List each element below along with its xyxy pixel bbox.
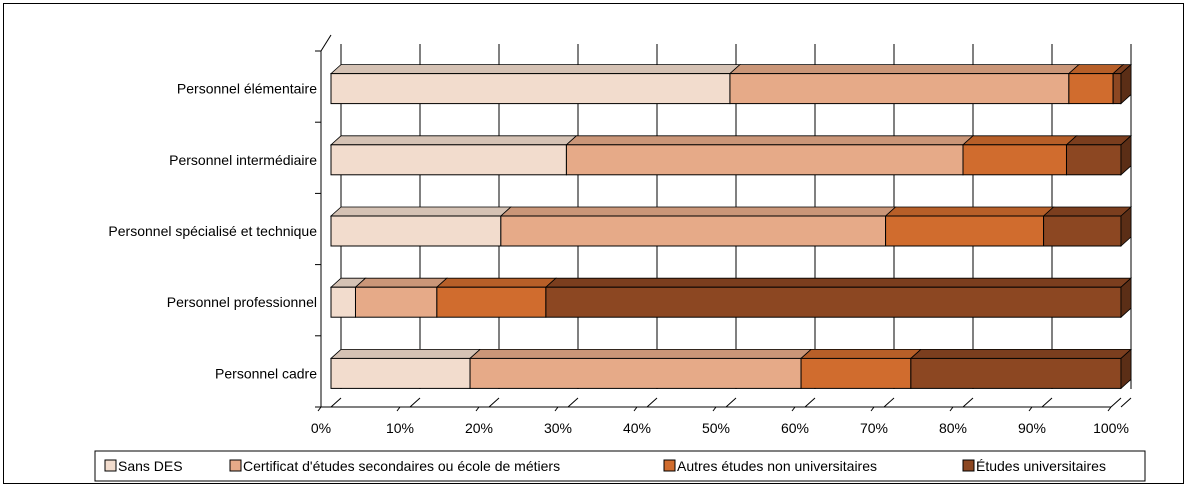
- x-tick: [1107, 406, 1112, 412]
- bar-segment-top: [800, 348, 922, 359]
- value-axis-depth: [1110, 397, 1122, 408]
- bar-segment-top: [499, 206, 897, 217]
- bar-segment-top: [354, 277, 448, 288]
- bar-segment: [545, 286, 1122, 318]
- category-label: Personnel élémentaire: [177, 81, 317, 97]
- bar-segment-top: [909, 348, 1133, 359]
- bar-segment: [910, 357, 1122, 389]
- x-tick: [712, 406, 717, 412]
- bar-segment: [354, 286, 438, 318]
- bar-segment-top: [544, 277, 1133, 288]
- legend-label: Autres études non universitaires: [677, 458, 877, 474]
- floor-line: [646, 397, 658, 408]
- x-tick-label: 10%: [386, 420, 414, 436]
- x-tick: [475, 406, 480, 412]
- bar-segment: [330, 357, 471, 389]
- x-tick: [317, 406, 322, 412]
- bar-segment-top: [468, 348, 813, 359]
- legend: Sans DES Certificat d'études secondaires …: [94, 450, 1146, 482]
- x-tick-label: 50%: [702, 420, 730, 436]
- x-tick: [396, 406, 401, 412]
- bar-segment: [729, 73, 1070, 105]
- bar-segment: [1065, 144, 1122, 176]
- bar-segment-top: [728, 64, 1080, 74]
- category-label: Personnel professionnel: [167, 294, 317, 310]
- bar-segment: [469, 357, 802, 389]
- bar-segment: [800, 357, 912, 389]
- plot-area: 0% 10% 20% 30% 40% 50% 60% 70% 80% 90% 100% Personn…: [108, 34, 1133, 436]
- category-label: Personnel cadre: [215, 365, 317, 381]
- floor-line: [567, 397, 579, 408]
- category-label: Personnel intermédiaire: [169, 152, 317, 168]
- x-tick-label: 0%: [311, 420, 331, 436]
- x-tick-label: 20%: [465, 420, 493, 436]
- bar-segment: [962, 144, 1067, 176]
- x-tick: [791, 406, 796, 412]
- x-tick: [870, 406, 875, 412]
- bar-side: [1120, 134, 1132, 176]
- bar-segment: [885, 215, 1045, 247]
- bar-segment-top: [435, 277, 557, 288]
- x-tick: [949, 406, 954, 412]
- x-tick-label: 60%: [781, 420, 809, 436]
- bar-side: [1120, 277, 1132, 319]
- x-tick-label: 30%: [544, 420, 572, 436]
- bar-segment-top: [329, 135, 578, 146]
- bar-segment: [500, 215, 887, 247]
- bar-segment-top: [1065, 135, 1133, 146]
- bar-segment: [1112, 73, 1122, 105]
- bar-segment: [436, 286, 547, 318]
- bar-segment-top: [961, 135, 1078, 146]
- legend-swatch: [962, 459, 975, 472]
- category-label: Personnel spécialisé et technique: [108, 223, 317, 239]
- category-axis-depth: [320, 34, 332, 52]
- bar-segment: [330, 144, 567, 176]
- legend-label: Certificat d'études secondaires ou école…: [243, 458, 560, 474]
- bar-segment: [565, 144, 964, 176]
- x-tick-label: 40%: [623, 420, 651, 436]
- x-tick: [554, 406, 559, 412]
- floor-line: [1041, 397, 1053, 408]
- legend-swatch: [663, 459, 676, 472]
- x-tick: [633, 406, 638, 412]
- legend-swatch: [229, 459, 242, 472]
- bar-segment-top: [329, 348, 482, 359]
- x-tick-label: 70%: [860, 420, 888, 436]
- x-tick-label: 80%: [939, 420, 967, 436]
- bar-segment-top: [329, 64, 741, 74]
- bar-side: [1120, 63, 1132, 105]
- x-tick-label: 90%: [1018, 420, 1046, 436]
- bar-segment-top: [329, 206, 512, 217]
- bar-segment-top: [565, 135, 975, 146]
- x-tick: [1028, 406, 1033, 412]
- x-tick-label: 100%: [1093, 420, 1129, 436]
- bar-segment-top: [1042, 206, 1133, 217]
- bar-side: [1120, 206, 1132, 247]
- bar-segment: [330, 73, 731, 105]
- floor-line: [1120, 397, 1132, 408]
- legend-label: Sans DES: [118, 458, 183, 474]
- floor-line: [804, 397, 816, 408]
- bar-segment: [1068, 73, 1114, 105]
- bar-segment: [330, 215, 502, 247]
- floor-line: [725, 397, 737, 408]
- floor-line: [409, 397, 421, 408]
- legend-swatch: [104, 459, 117, 472]
- floor-line: [488, 397, 500, 408]
- bar-segment: [1043, 215, 1122, 247]
- floor-line: [330, 397, 342, 408]
- legend-label: Études universitaires: [976, 458, 1106, 474]
- floor-line: [962, 397, 974, 408]
- bar-side: [1120, 348, 1132, 390]
- bar-segment: [330, 286, 356, 318]
- floor-line: [883, 397, 895, 408]
- bar-segment-top: [884, 206, 1055, 217]
